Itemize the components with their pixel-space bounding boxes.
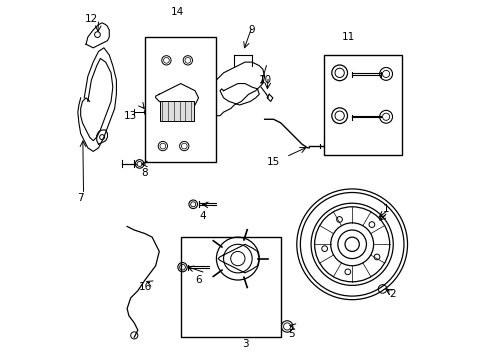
Text: 15: 15 [267,157,280,167]
Bar [145,37,217,162]
Bar [160,102,194,121]
Text: 12: 12 [85,14,98,24]
Text: 11: 11 [342,32,355,42]
Text: 6: 6 [196,275,202,285]
Text: 7: 7 [77,193,84,203]
Text: 3: 3 [242,339,248,349]
Text: 13: 13 [124,111,137,121]
Bar [181,237,281,337]
Text: 9: 9 [249,25,255,35]
Text: 10: 10 [259,75,272,85]
Text: 2: 2 [390,289,396,299]
Bar [323,55,402,155]
Text: 1: 1 [383,203,389,213]
Text: 5: 5 [288,329,294,339]
Text: 14: 14 [171,7,184,17]
Text: 4: 4 [199,211,206,221]
Text: 16: 16 [138,282,151,292]
Text: 8: 8 [142,168,148,178]
